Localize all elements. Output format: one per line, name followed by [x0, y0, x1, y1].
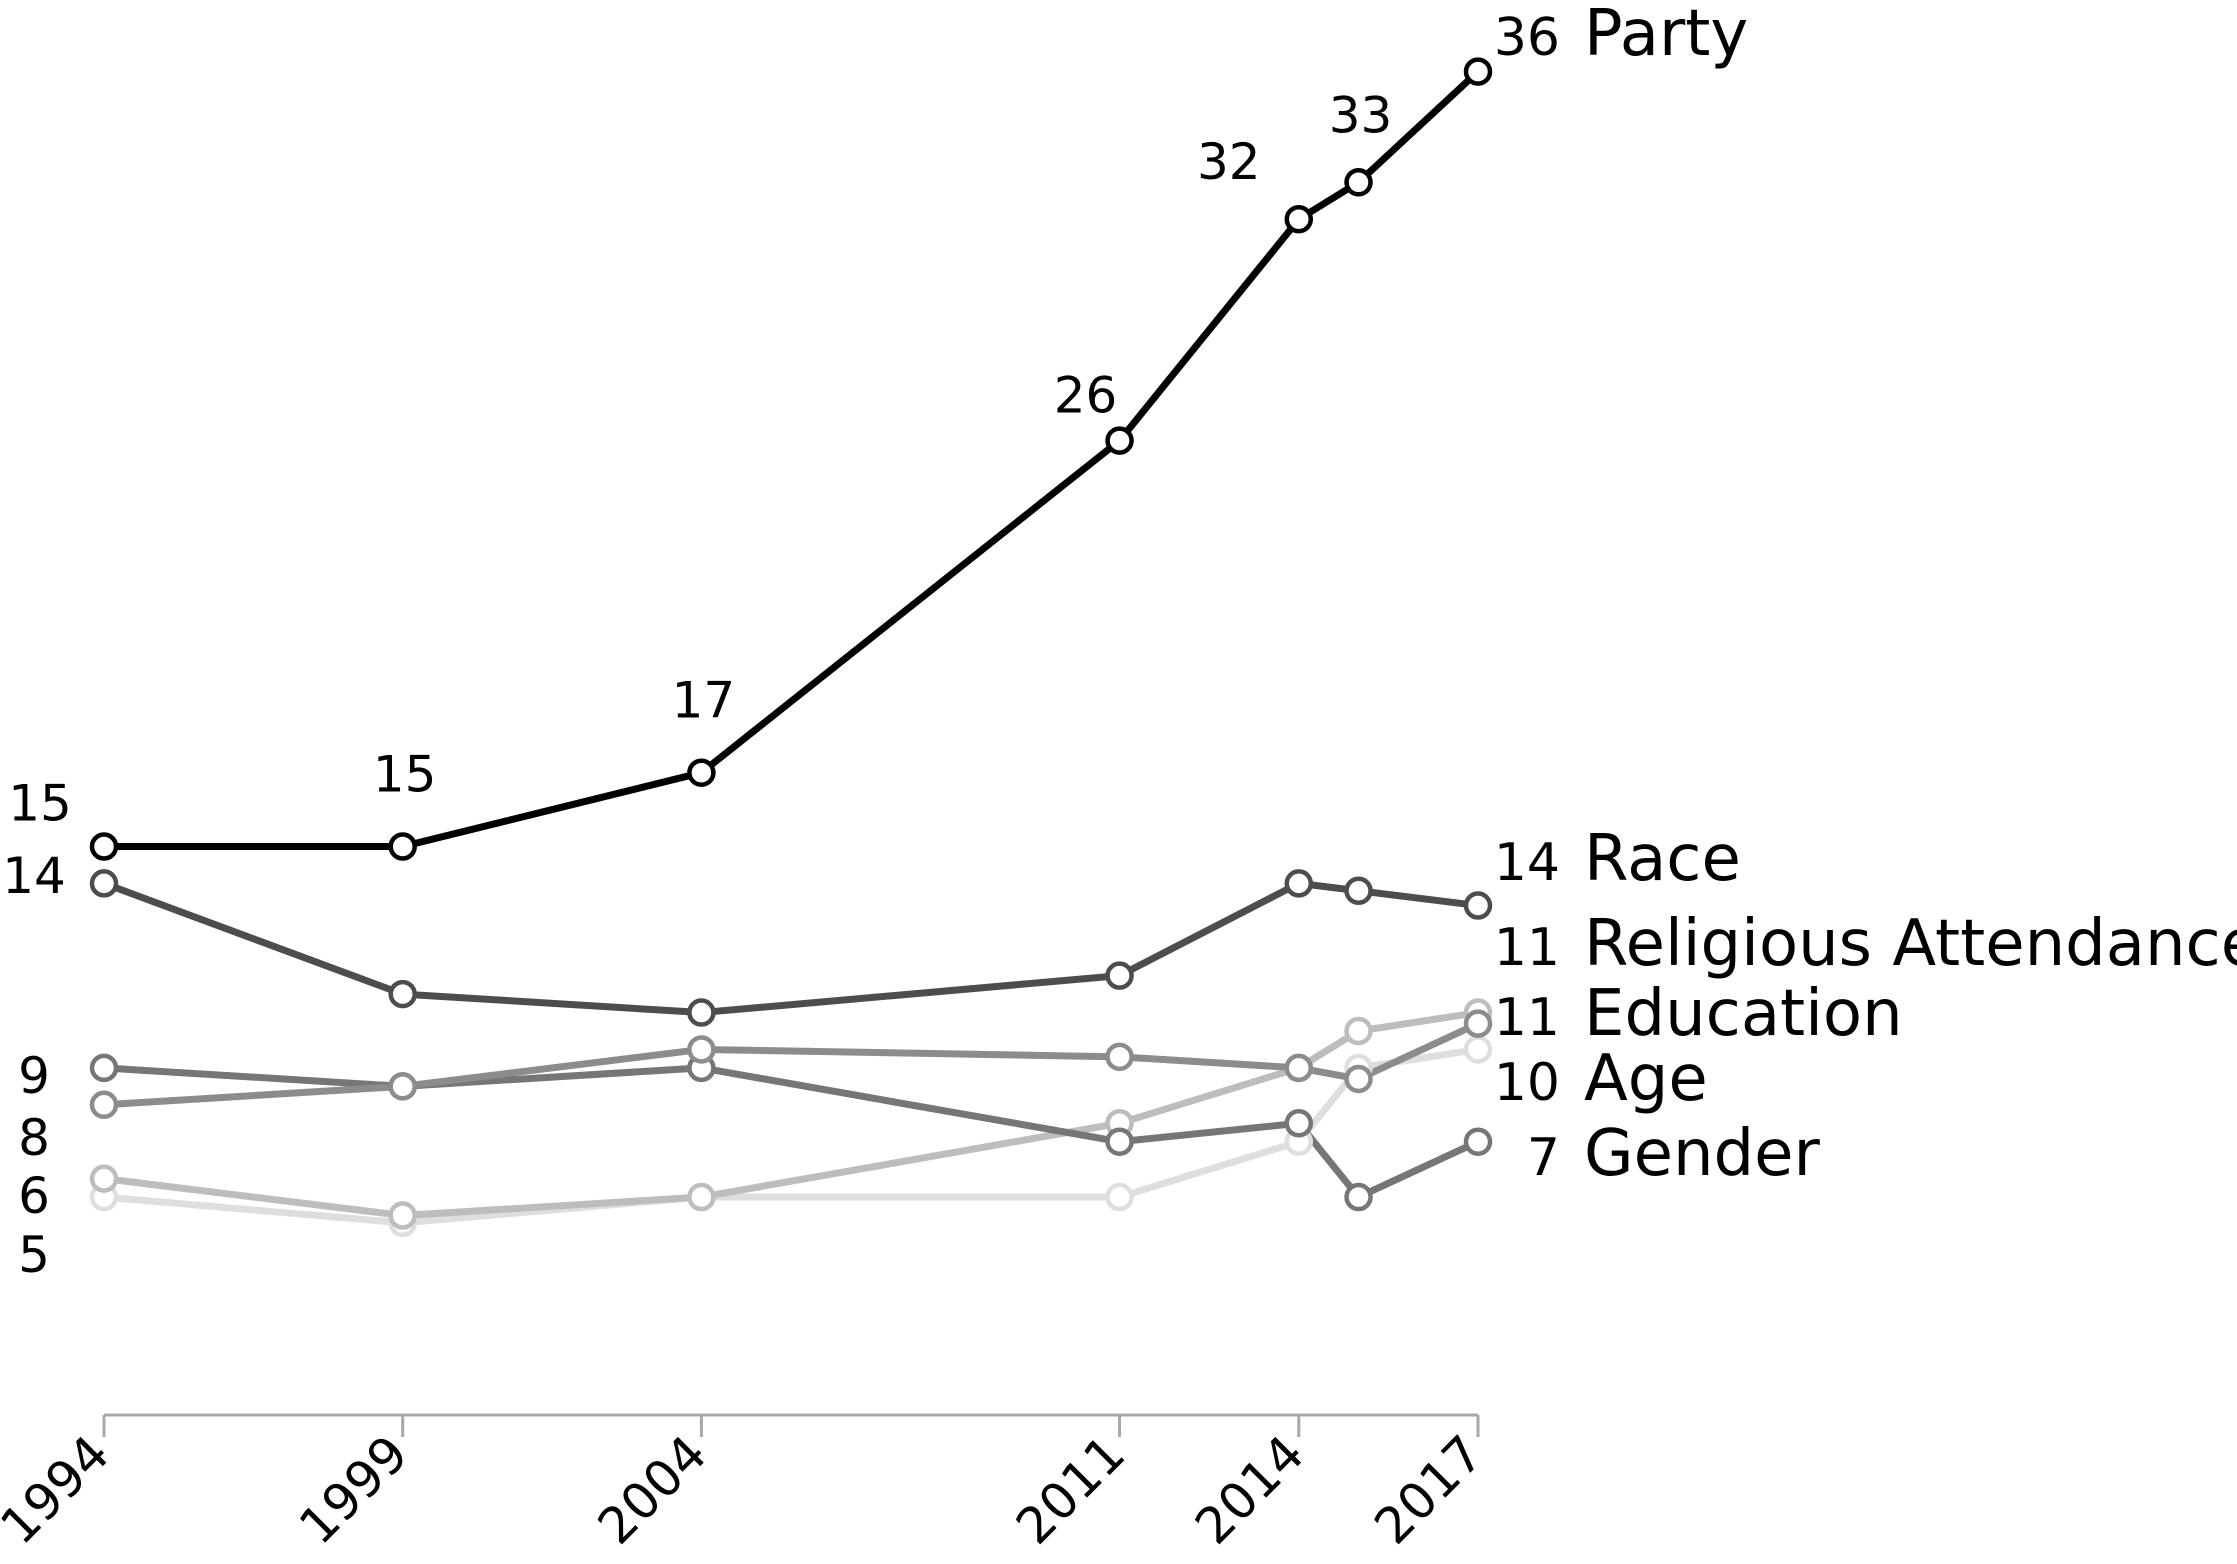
series-label-religious-attendance: Religious Attendance [1584, 907, 2237, 981]
data-point [1284, 1053, 1314, 1083]
data-label-start-religious-attendance: 8 [18, 1109, 50, 1167]
data-point [1344, 876, 1373, 906]
series-points [89, 57, 1493, 1238]
data-point [1344, 1064, 1373, 1094]
data-point [687, 998, 716, 1027]
data-point [89, 1053, 119, 1083]
data-point [687, 1182, 716, 1212]
x-axis: 1994 1999 2004 2011 2014 2017 [0, 1413, 1494, 1555]
data-point [1344, 1016, 1373, 1046]
series-label-gender: Gender [1584, 1117, 1821, 1191]
data-point [1463, 57, 1493, 86]
end-value-age: 10 [1494, 1053, 1560, 1113]
series-lines [100, 68, 1482, 1227]
end-value-religious-attendance: 11 [1494, 918, 1560, 978]
data-point [388, 832, 417, 861]
data-point [1344, 168, 1373, 197]
x-tick-label: 2017 [1363, 1424, 1494, 1555]
data-point [1463, 891, 1493, 920]
series-line-gender [100, 1064, 1482, 1201]
data-point [89, 832, 119, 861]
data-point [89, 1164, 119, 1193]
data-label-party: 26 [1054, 367, 1118, 425]
x-tick-label: 2004 [587, 1424, 718, 1555]
data-point [1105, 426, 1134, 455]
data-point [1463, 1009, 1493, 1038]
data-point [1284, 1109, 1314, 1138]
x-tick-label: 2014 [1184, 1424, 1315, 1555]
x-tick-label: 1994 [0, 1424, 120, 1555]
x-tick-label: 1999 [288, 1424, 419, 1555]
data-point [388, 1072, 417, 1101]
data-label-start-age: 5 [18, 1226, 50, 1284]
data-label-start-race: 14 [2, 847, 66, 905]
series-line-party [100, 68, 1482, 850]
data-label-start-gender: 9 [18, 1047, 50, 1105]
data-point [1105, 1182, 1134, 1212]
data-label-party: 17 [672, 672, 736, 730]
series-label-party: Party [1584, 0, 1748, 71]
data-point [687, 1035, 716, 1064]
series-label-race: Race [1584, 822, 1741, 896]
data-point [388, 1201, 417, 1230]
data-label-party: 32 [1197, 133, 1261, 191]
data-label-party: 15 [8, 775, 72, 833]
data-point [1284, 204, 1314, 234]
data-point [1105, 1127, 1134, 1156]
data-label-party: 33 [1329, 86, 1393, 144]
series-label-education: Education [1584, 977, 1903, 1051]
series-line-education [100, 1009, 1482, 1219]
series-end-labels: 36 Party 14 Race 11 Religious Attendance 11 Edu… [1494, 0, 2237, 1191]
end-value-party: 36 [1494, 8, 1560, 68]
data-point [1105, 1042, 1134, 1072]
data-label-start-education: 6 [18, 1167, 50, 1225]
series-line-religious-attendance [100, 1020, 1482, 1109]
end-value-race: 14 [1494, 833, 1560, 893]
x-tick-label: 2011 [1005, 1424, 1136, 1555]
data-point [687, 758, 716, 787]
data-point [89, 1090, 119, 1120]
end-value-education: 11 [1494, 988, 1560, 1048]
data-point [388, 979, 417, 1009]
data-point [1463, 1127, 1493, 1156]
data-label-party: 15 [373, 746, 437, 804]
series-line-race [100, 879, 1482, 1017]
data-point [1344, 1182, 1373, 1212]
series-label-age: Age [1584, 1042, 1708, 1116]
data-point [1105, 961, 1134, 990]
data-point [1284, 869, 1314, 898]
data-point [1463, 1035, 1493, 1064]
end-value-gender: 7 [1527, 1128, 1560, 1188]
data-point [89, 869, 119, 898]
